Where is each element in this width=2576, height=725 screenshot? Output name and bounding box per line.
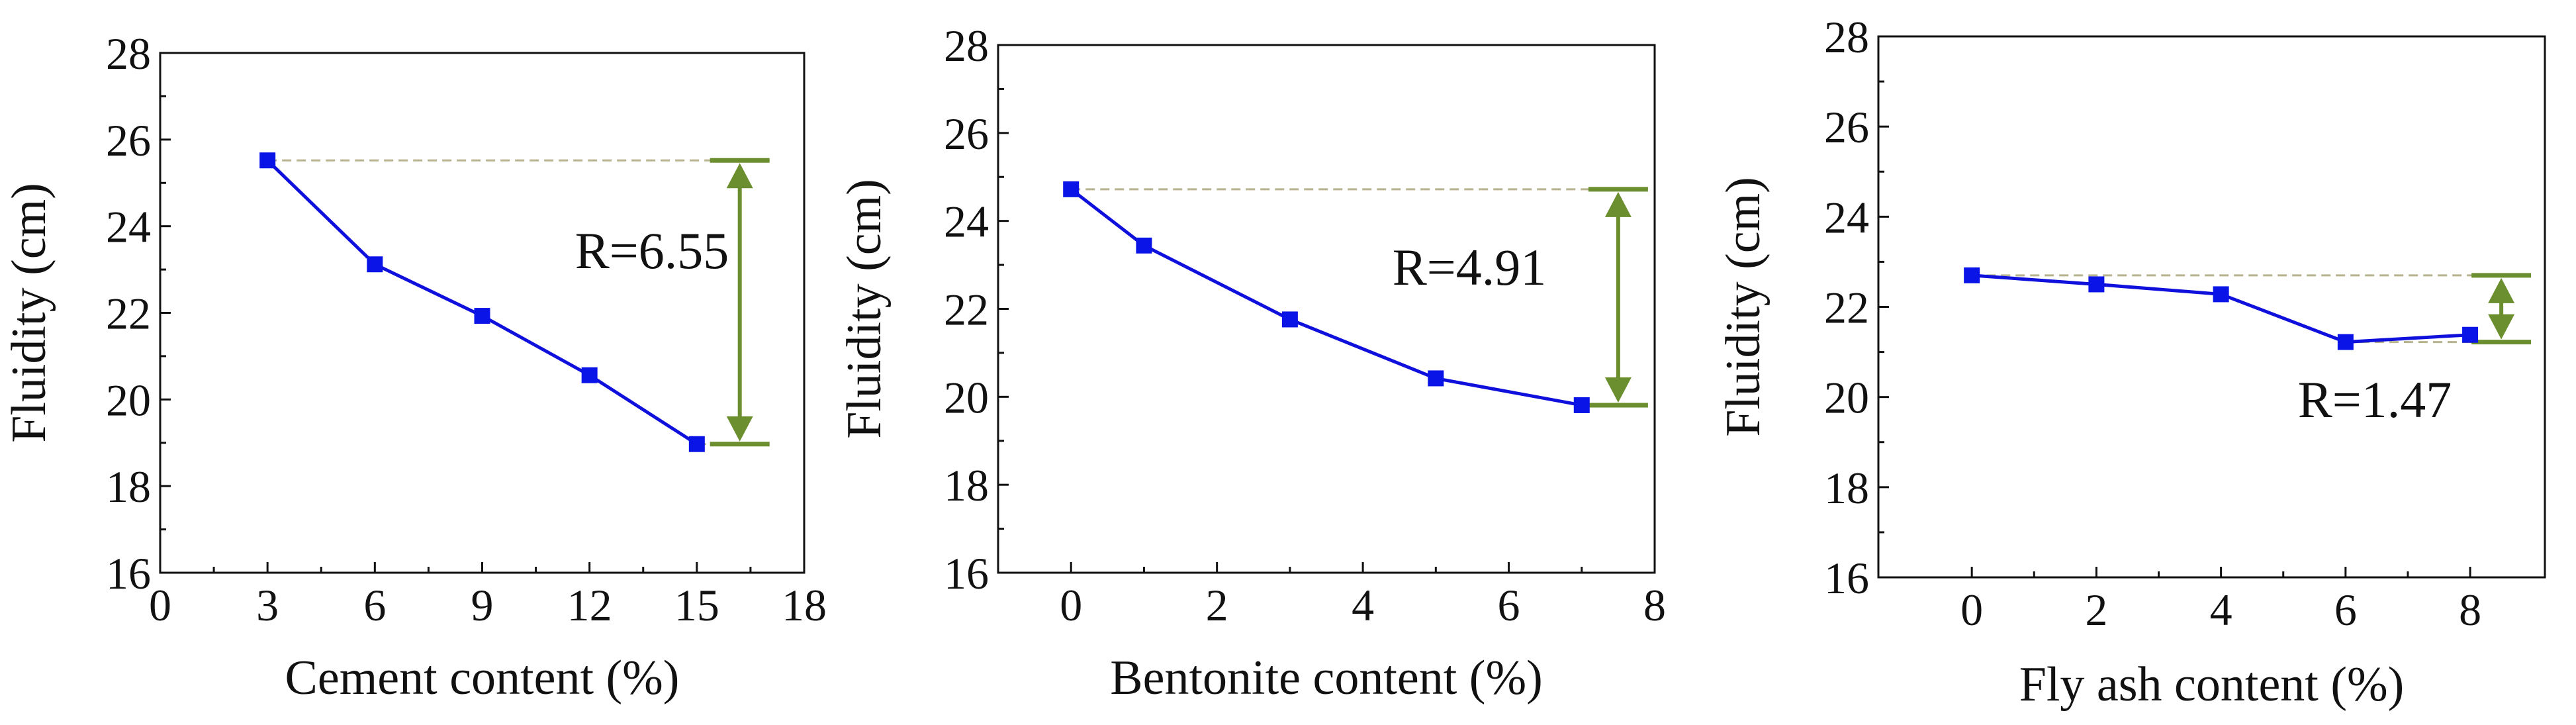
data-point-2-3 [1428, 370, 1444, 387]
y-tick-label-2-3: 22 [944, 285, 989, 335]
plot-frame-2 [997, 44, 1656, 574]
y-tick-label-2-0: 16 [944, 548, 989, 599]
y-tick-label-1-1: 18 [106, 461, 151, 512]
y-tick-label-3-4: 24 [1824, 192, 1869, 242]
data-point-2-4 [1573, 397, 1590, 413]
x-tick-label-1-1: 3 [256, 580, 279, 630]
y-tick-label-3-6: 28 [1824, 12, 1869, 62]
y-tick-label-1-6: 28 [106, 28, 151, 79]
y-tick-label-2-6: 28 [944, 21, 989, 71]
data-point-3-0 [1964, 267, 1980, 283]
y-tick-label-1-5: 26 [106, 115, 151, 166]
y-tick-label-2-5: 26 [944, 109, 989, 159]
data-point-1-1 [367, 256, 383, 273]
data-point-2-0 [1063, 181, 1080, 197]
y-axis-title-1: Fluidity (cm) [2, 183, 56, 443]
range-arrowhead-up-1 [726, 163, 753, 189]
y-tick-label-1-3: 22 [106, 289, 151, 339]
y-axis-title-2: Fluidity (cm) [837, 179, 892, 439]
y-tick-label-1-4: 24 [106, 202, 151, 252]
x-tick-label-2-1: 2 [1206, 580, 1228, 630]
x-tick-label-1-2: 6 [363, 580, 386, 630]
x-tick-label-3-4: 8 [2459, 585, 2481, 635]
x-tick-label-1-6: 18 [782, 580, 827, 630]
series-line-2 [1070, 187, 1583, 407]
data-point-2-2 [1281, 311, 1298, 328]
y-tick-label-2-4: 24 [944, 197, 989, 247]
y-tick-label-3-0: 16 [1824, 553, 1869, 603]
data-point-3-3 [2337, 334, 2354, 350]
x-tick-label-2-4: 8 [1643, 580, 1666, 630]
data-point-1-4 [688, 436, 705, 452]
x-tick-label-2-3: 6 [1498, 580, 1520, 630]
range-arrowhead-down-1 [726, 416, 753, 442]
x-tick-label-1-5: 15 [674, 580, 719, 630]
data-point-1-0 [259, 152, 276, 169]
y-tick-label-1-2: 20 [106, 375, 151, 425]
y-tick-label-2-1: 18 [944, 460, 989, 510]
x-tick-label-3-0: 0 [1960, 585, 1983, 635]
y-tick-label-2-2: 20 [944, 372, 989, 422]
x-tick-label-1-0: 0 [149, 580, 171, 630]
x-tick-label-3-3: 6 [2334, 585, 2357, 635]
y-tick-label-3-5: 26 [1824, 102, 1869, 152]
x-axis-title-2: Bentonite content (%) [1110, 651, 1542, 705]
data-point-3-4 [2462, 326, 2479, 343]
x-tick-label-2-2: 4 [1352, 580, 1374, 630]
x-axis-title-1: Cement content (%) [285, 651, 680, 705]
data-point-3-1 [2088, 276, 2105, 293]
y-tick-label-3-1: 18 [1824, 463, 1869, 513]
x-tick-label-1-3: 9 [471, 580, 494, 630]
range-arrowhead-down-3 [2488, 314, 2515, 340]
range-label-3: R=1.47 [2298, 371, 2452, 428]
x-tick-label-2-0: 0 [1060, 580, 1082, 630]
series-line-3 [1971, 273, 2471, 344]
plot-frame-3 [1877, 35, 2546, 579]
range-arrowhead-down-2 [1604, 377, 1632, 403]
x-tick-label-3-2: 4 [2210, 585, 2232, 635]
range-arrowhead-up-3 [2488, 277, 2515, 303]
range-label-1: R=6.55 [575, 222, 729, 279]
data-point-2-1 [1136, 237, 1152, 254]
y-tick-label-3-2: 20 [1824, 373, 1869, 423]
data-point-1-3 [581, 367, 598, 383]
range-label-2: R=4.91 [1393, 238, 1547, 296]
x-tick-label-3-1: 2 [2085, 585, 2107, 635]
data-point-3-2 [2213, 286, 2229, 303]
data-point-1-2 [474, 308, 490, 324]
y-tick-label-1-0: 16 [106, 548, 151, 599]
series-line-1 [266, 159, 698, 446]
y-axis-title-3: Fluidity (cm) [1716, 177, 1771, 437]
x-tick-label-1-4: 12 [567, 580, 612, 630]
x-axis-title-3: Fly ash content (%) [2019, 657, 2405, 712]
y-tick-label-3-3: 22 [1824, 283, 1869, 333]
range-arrowhead-up-2 [1604, 191, 1632, 217]
